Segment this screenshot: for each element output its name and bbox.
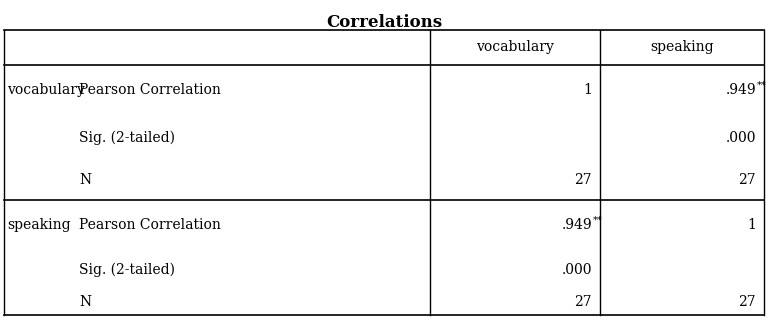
Text: Pearson Correlation: Pearson Correlation xyxy=(79,83,221,97)
Text: .949: .949 xyxy=(561,218,592,232)
Text: .949: .949 xyxy=(725,83,756,97)
Text: 1: 1 xyxy=(747,218,756,232)
Text: .000: .000 xyxy=(726,131,756,145)
Text: Correlations: Correlations xyxy=(326,14,442,31)
Text: **: ** xyxy=(593,215,603,225)
Text: Sig. (2-tailed): Sig. (2-tailed) xyxy=(79,263,175,277)
Text: N: N xyxy=(79,173,91,187)
Text: speaking: speaking xyxy=(650,41,713,54)
Text: 27: 27 xyxy=(574,173,592,187)
Text: 27: 27 xyxy=(738,173,756,187)
Text: 27: 27 xyxy=(574,295,592,309)
Text: N: N xyxy=(79,295,91,309)
Text: 27: 27 xyxy=(738,295,756,309)
Text: **: ** xyxy=(757,81,766,90)
Text: .000: .000 xyxy=(561,263,592,277)
Text: speaking: speaking xyxy=(7,218,71,232)
Text: Pearson Correlation: Pearson Correlation xyxy=(79,218,221,232)
Text: 1: 1 xyxy=(583,83,592,97)
Text: vocabulary: vocabulary xyxy=(476,41,554,54)
Text: Sig. (2-tailed): Sig. (2-tailed) xyxy=(79,130,175,145)
Text: vocabulary: vocabulary xyxy=(7,83,85,97)
